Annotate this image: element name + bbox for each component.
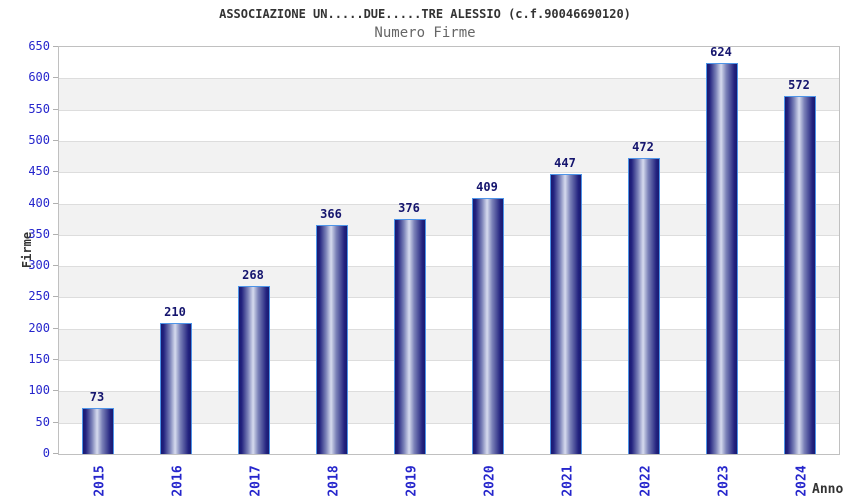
bar-value-label: 447 — [554, 156, 576, 171]
y-tick-label: 500 — [28, 132, 50, 147]
bar — [160, 323, 192, 454]
y-tick-mark — [53, 296, 58, 298]
bar — [784, 96, 816, 454]
y-tick-label: 400 — [28, 195, 50, 210]
y-tick-mark — [53, 359, 58, 361]
x-tick-label: 2022 — [638, 465, 654, 497]
gridline — [59, 78, 839, 80]
y-tick-label: 600 — [28, 70, 50, 85]
gridline — [59, 328, 839, 330]
x-tick-label: 2020 — [482, 465, 498, 497]
bar-value-label: 624 — [710, 45, 732, 60]
y-tick-label: 150 — [28, 352, 50, 367]
x-tick-label: 2017 — [248, 465, 264, 497]
gridline — [59, 203, 839, 205]
gridline — [59, 172, 839, 174]
x-tick-label: 2021 — [560, 465, 576, 497]
bar-value-label: 472 — [632, 140, 654, 155]
y-tick-label: 650 — [28, 39, 50, 53]
y-tick-mark — [53, 108, 58, 110]
x-tick-label: 2015 — [92, 465, 108, 497]
y-tick-label: 100 — [28, 383, 50, 398]
y-tick-mark — [53, 139, 58, 141]
bar — [316, 225, 348, 454]
bar — [238, 286, 270, 454]
gridline — [59, 422, 839, 424]
y-tick-label: 550 — [28, 101, 50, 116]
y-tick-mark — [53, 202, 58, 204]
chart-title: ASSOCIAZIONE UN.....DUE.....TRE ALESSIO … — [219, 7, 631, 21]
y-tick-mark — [53, 77, 58, 79]
bar-value-label: 376 — [398, 200, 420, 215]
gridline — [59, 109, 839, 111]
gridline — [59, 140, 839, 142]
y-tick-mark — [53, 421, 58, 423]
bar — [550, 174, 582, 454]
bar-value-label: 409 — [476, 179, 498, 194]
y-tick-label: 450 — [28, 164, 50, 179]
y-tick-mark — [53, 46, 58, 47]
y-tick-mark — [53, 233, 58, 235]
y-tick-label: 250 — [28, 289, 50, 304]
y-tick-label: 50 — [35, 414, 50, 429]
y-tick-label: 300 — [28, 258, 50, 273]
y-tick-mark — [53, 390, 58, 392]
bar — [706, 63, 738, 454]
plot-area — [58, 46, 840, 455]
bar — [82, 408, 114, 454]
gridline — [59, 234, 839, 236]
y-tick-label: 200 — [28, 320, 50, 335]
bar — [472, 198, 504, 454]
x-axis-title: Anno — [812, 482, 844, 497]
gridline — [59, 266, 839, 268]
gridline — [59, 360, 839, 362]
x-tick-label: 2016 — [170, 465, 186, 497]
x-tick-label: 2024 — [794, 465, 810, 497]
gridline — [59, 297, 839, 299]
y-tick-mark — [53, 327, 58, 329]
x-tick-label: 2019 — [404, 465, 420, 497]
gridline — [59, 391, 839, 393]
y-tick-mark — [53, 453, 58, 454]
bar-value-label: 73 — [89, 390, 105, 405]
y-tick-mark — [53, 265, 58, 267]
chart-subtitle: Numero Firme — [374, 25, 476, 41]
bar — [628, 158, 660, 454]
bar-value-label: 210 — [164, 304, 186, 319]
y-tick-label: 350 — [28, 226, 50, 241]
x-tick-label: 2018 — [326, 465, 342, 497]
bar-value-label: 268 — [242, 268, 264, 283]
y-tick-label: 0 — [42, 446, 50, 460]
x-tick-label: 2023 — [716, 465, 732, 497]
bar — [394, 219, 426, 454]
bar-value-label: 366 — [320, 206, 342, 221]
y-tick-mark — [53, 171, 58, 173]
bar-value-label: 572 — [788, 77, 810, 92]
